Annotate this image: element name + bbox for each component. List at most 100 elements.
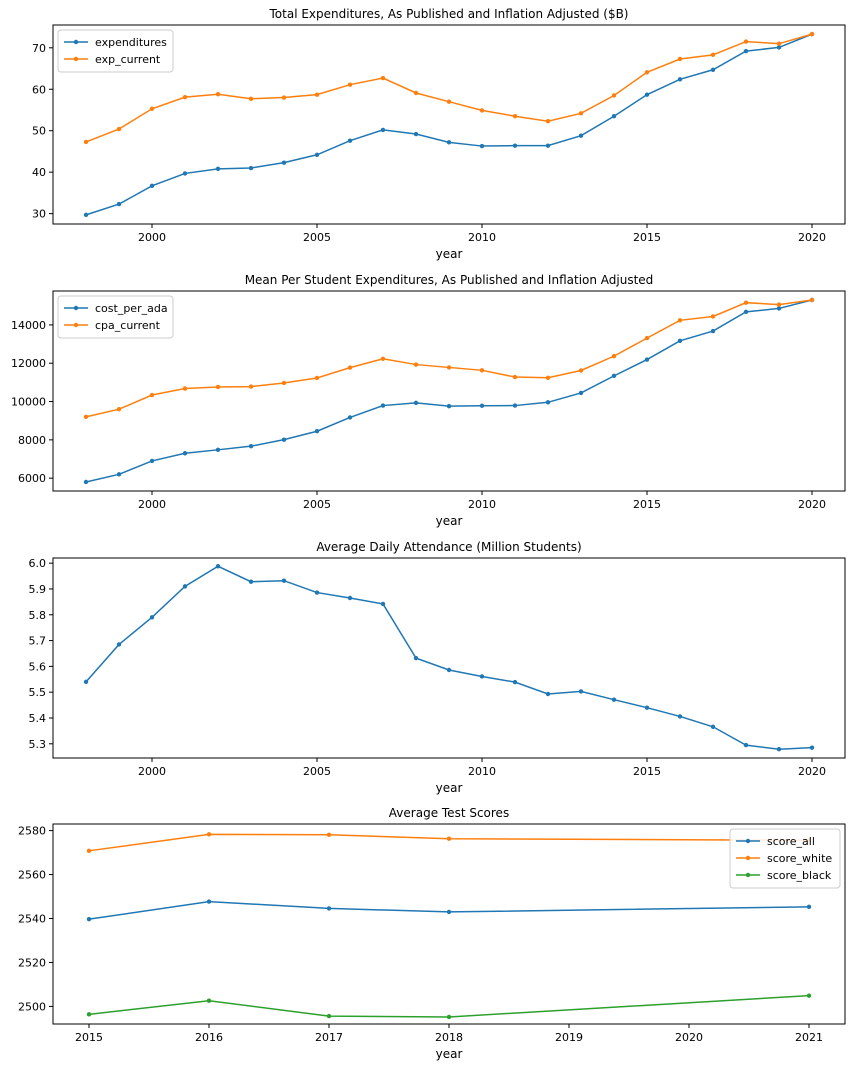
x-axis-label: year xyxy=(436,514,463,528)
data-point xyxy=(248,165,254,171)
data-point xyxy=(611,93,617,98)
data-point xyxy=(512,374,518,380)
x-tick-label: 2018 xyxy=(435,1031,463,1044)
data-point xyxy=(545,375,551,380)
data-point xyxy=(281,578,287,583)
data-point xyxy=(413,655,419,661)
data-point xyxy=(446,140,452,145)
data-point xyxy=(182,451,188,456)
data-point xyxy=(446,365,452,370)
data-point xyxy=(644,70,650,75)
series-score_all xyxy=(86,899,812,922)
data-point xyxy=(83,139,89,145)
chart-1: Total Expenditures, As Published and Inf… xyxy=(32,7,846,261)
data-point xyxy=(743,39,749,44)
data-point xyxy=(413,362,419,367)
legend-box xyxy=(57,295,174,339)
data-point xyxy=(248,579,254,584)
data-point xyxy=(326,832,332,837)
series-line xyxy=(88,994,810,1018)
data-point xyxy=(215,384,221,390)
legend-label: score_white xyxy=(767,852,832,865)
series-line xyxy=(85,565,813,750)
y-tick-label: 70 xyxy=(32,42,46,55)
series-line xyxy=(85,299,813,418)
data-point xyxy=(182,386,188,391)
data-point xyxy=(116,201,122,207)
legend-label: score_all xyxy=(767,835,815,848)
y-tick-label: 2580 xyxy=(18,825,46,838)
data-point xyxy=(743,742,749,748)
x-tick-label: 2000 xyxy=(138,498,166,511)
y-tick-label: 5.7 xyxy=(29,635,47,648)
data-point xyxy=(326,906,332,911)
data-point xyxy=(446,1014,452,1020)
data-point xyxy=(380,75,386,81)
series-line-1 xyxy=(83,564,815,752)
data-point xyxy=(347,138,353,143)
data-point xyxy=(182,171,188,176)
data-point xyxy=(578,390,584,396)
x-tick-label: 2005 xyxy=(303,231,331,244)
data-point xyxy=(446,909,452,915)
data-point xyxy=(512,403,518,408)
data-point xyxy=(314,152,320,157)
x-tick-label: 2005 xyxy=(303,765,331,778)
data-point xyxy=(281,95,287,100)
data-point xyxy=(380,403,386,408)
data-point xyxy=(116,472,122,477)
data-point xyxy=(314,92,320,97)
y-tick-label: 2560 xyxy=(18,869,46,882)
data-point xyxy=(677,77,683,82)
data-point xyxy=(545,143,551,148)
chart-4: Average Test Scores 2015 2016 2017 2018 2019 2… xyxy=(18,806,846,1061)
data-point xyxy=(206,899,212,904)
data-point xyxy=(644,335,650,341)
chart-title: Average Test Scores xyxy=(389,806,509,820)
data-point xyxy=(809,297,815,303)
data-point xyxy=(281,380,287,386)
legend-label: score_black xyxy=(767,869,832,882)
data-point xyxy=(677,56,683,62)
data-point xyxy=(545,691,551,697)
x-tick-label: 2021 xyxy=(795,1031,823,1044)
x-tick-label: 2010 xyxy=(468,498,496,511)
y-tick-label: 6000 xyxy=(18,472,46,485)
data-point xyxy=(413,400,419,406)
data-point xyxy=(215,166,221,172)
legend-box xyxy=(729,828,841,889)
x-tick-label: 2010 xyxy=(468,765,496,778)
data-point xyxy=(677,714,683,719)
y-tick-label: 5.5 xyxy=(29,686,47,699)
data-point xyxy=(743,309,749,315)
data-point xyxy=(182,584,188,589)
data-point xyxy=(347,415,353,420)
data-point xyxy=(281,437,287,442)
data-point xyxy=(215,564,221,569)
legend-marker xyxy=(73,322,79,328)
y-tick-label: 6.0 xyxy=(29,557,47,570)
x-tick-label: 2020 xyxy=(675,1031,703,1044)
data-point xyxy=(512,114,518,119)
y-tick-label: 5.4 xyxy=(29,712,47,725)
y-tick-label: 2540 xyxy=(18,913,46,926)
data-point xyxy=(248,96,254,101)
plot-frame xyxy=(52,823,846,1025)
data-point xyxy=(206,832,212,837)
data-point xyxy=(380,127,386,133)
data-point xyxy=(776,306,782,311)
x-tick-label: 2005 xyxy=(303,498,331,511)
y-tick-label: 10000 xyxy=(11,396,46,409)
data-point xyxy=(206,998,212,1003)
data-point xyxy=(512,143,518,148)
data-point xyxy=(611,373,617,379)
data-point xyxy=(347,595,353,601)
data-point xyxy=(710,314,716,319)
x-tick-label: 2015 xyxy=(633,765,661,778)
data-point xyxy=(644,92,650,97)
data-point xyxy=(479,403,485,408)
data-point xyxy=(314,429,320,434)
y-tick-label: 5.6 xyxy=(29,660,47,673)
data-point xyxy=(611,697,617,702)
